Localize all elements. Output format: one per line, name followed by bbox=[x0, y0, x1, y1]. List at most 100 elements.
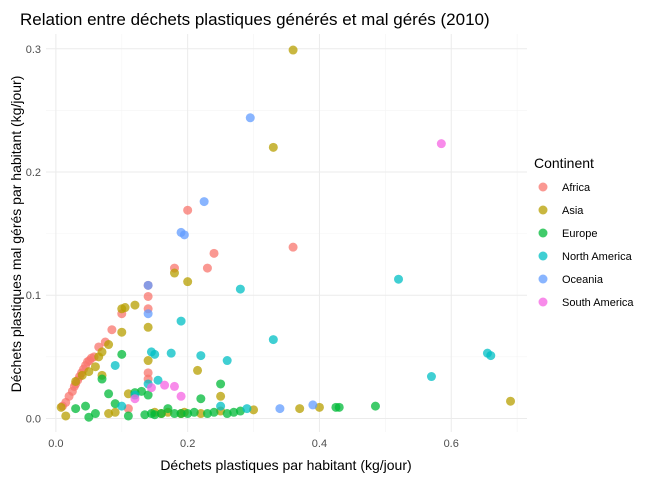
x-tick-label: 0.6 bbox=[444, 438, 459, 450]
point-north-america bbox=[110, 360, 120, 370]
point-south-america bbox=[160, 380, 170, 390]
point-asia bbox=[193, 365, 203, 375]
point-oceania bbox=[245, 113, 255, 123]
point-south-america bbox=[146, 383, 156, 393]
point-oceania bbox=[275, 404, 285, 414]
x-tick-label: 0.2 bbox=[180, 438, 195, 450]
point-europe bbox=[81, 401, 91, 411]
point-asia bbox=[61, 411, 71, 421]
x-axis-ticks: 0.0 0.2 0.4 0.6 bbox=[48, 438, 459, 450]
legend-label-africa: Africa bbox=[562, 182, 591, 194]
point-asia bbox=[56, 402, 66, 412]
point-north-america bbox=[242, 404, 252, 414]
point-oceania bbox=[143, 280, 153, 290]
point-europe bbox=[84, 412, 94, 422]
point-asia bbox=[90, 362, 100, 372]
x-tick-label: 0.0 bbox=[48, 438, 63, 450]
point-europe bbox=[71, 404, 81, 414]
y-tick-label: 0.0 bbox=[26, 413, 41, 425]
point-asia bbox=[268, 142, 278, 152]
point-europe bbox=[216, 379, 226, 389]
point-north-america bbox=[222, 356, 232, 366]
point-north-america bbox=[486, 351, 496, 361]
point-africa bbox=[209, 248, 219, 258]
point-asia bbox=[183, 277, 193, 287]
point-south-america bbox=[176, 391, 186, 401]
point-north-america bbox=[268, 335, 278, 345]
legend-key-africa bbox=[538, 182, 548, 192]
point-asia bbox=[84, 367, 94, 377]
point-asia bbox=[169, 268, 179, 278]
point-north-america bbox=[176, 316, 186, 326]
point-south-america bbox=[436, 139, 446, 149]
legend-label-asia: Asia bbox=[562, 205, 584, 217]
point-south-america bbox=[130, 394, 140, 404]
point-south-america bbox=[169, 381, 179, 391]
point-africa bbox=[288, 242, 298, 252]
legend-label-oceania: Oceania bbox=[562, 274, 604, 286]
point-africa bbox=[143, 291, 153, 301]
point-europe bbox=[163, 404, 173, 414]
point-europe bbox=[90, 409, 100, 419]
point-europe bbox=[196, 394, 206, 404]
point-europe bbox=[334, 402, 344, 412]
legend-key-south-america bbox=[538, 297, 548, 307]
legend-key-north-america bbox=[538, 251, 548, 261]
point-asia bbox=[130, 300, 140, 310]
point-north-america bbox=[394, 274, 404, 284]
point-europe bbox=[169, 409, 179, 419]
point-asia bbox=[288, 45, 298, 55]
point-oceania bbox=[179, 230, 189, 240]
point-asia bbox=[120, 303, 130, 313]
point-asia bbox=[77, 370, 87, 380]
point-north-america bbox=[235, 284, 245, 294]
point-asia bbox=[216, 391, 226, 401]
point-europe bbox=[137, 386, 147, 396]
point-europe bbox=[117, 349, 127, 359]
point-africa bbox=[143, 368, 153, 378]
legend: Continent Africa Asia Europe North America O… bbox=[534, 155, 634, 309]
point-asia bbox=[104, 340, 114, 350]
point-asia bbox=[97, 347, 107, 357]
point-oceania bbox=[199, 197, 209, 207]
legend-key-oceania bbox=[538, 274, 548, 284]
point-europe bbox=[370, 401, 380, 411]
y-axis-title: Déchets plastiques mal gérés par habitan… bbox=[8, 76, 24, 393]
point-europe bbox=[104, 389, 114, 399]
legend-label-south-america: South America bbox=[562, 297, 634, 309]
y-tick-label: 0.1 bbox=[26, 290, 41, 302]
point-europe bbox=[156, 409, 166, 419]
point-europe bbox=[176, 409, 186, 419]
point-africa bbox=[183, 205, 193, 215]
x-tick-label: 0.4 bbox=[312, 438, 327, 450]
legend-label-europe: Europe bbox=[562, 228, 597, 240]
point-asia bbox=[71, 376, 81, 386]
point-asia bbox=[117, 327, 127, 337]
point-north-america bbox=[196, 351, 206, 361]
point-europe bbox=[97, 374, 107, 384]
point-asia bbox=[143, 322, 153, 332]
chart-title: Relation entre déchets plastiques généré… bbox=[20, 10, 490, 29]
point-oceania bbox=[143, 309, 153, 319]
y-tick-label: 0.3 bbox=[26, 44, 41, 56]
point-north-america bbox=[426, 372, 436, 382]
point-europe bbox=[143, 390, 153, 400]
point-europe bbox=[123, 411, 133, 421]
legend-key-asia bbox=[538, 205, 548, 215]
point-africa bbox=[107, 325, 117, 335]
point-asia bbox=[143, 356, 153, 366]
point-north-america bbox=[117, 401, 127, 411]
point-asia bbox=[295, 404, 305, 414]
point-europe bbox=[209, 407, 219, 417]
legend-title: Continent bbox=[534, 155, 594, 171]
data-points bbox=[56, 45, 516, 422]
point-north-america bbox=[216, 401, 226, 411]
point-north-america bbox=[150, 349, 160, 359]
grid-lines bbox=[46, 34, 527, 432]
x-axis-title: Déchets plastiques par habitant (kg/jour… bbox=[160, 457, 411, 473]
point-africa bbox=[202, 263, 212, 273]
legend-label-north-america: North America bbox=[562, 251, 633, 263]
point-north-america bbox=[153, 375, 163, 385]
point-asia bbox=[506, 396, 516, 406]
